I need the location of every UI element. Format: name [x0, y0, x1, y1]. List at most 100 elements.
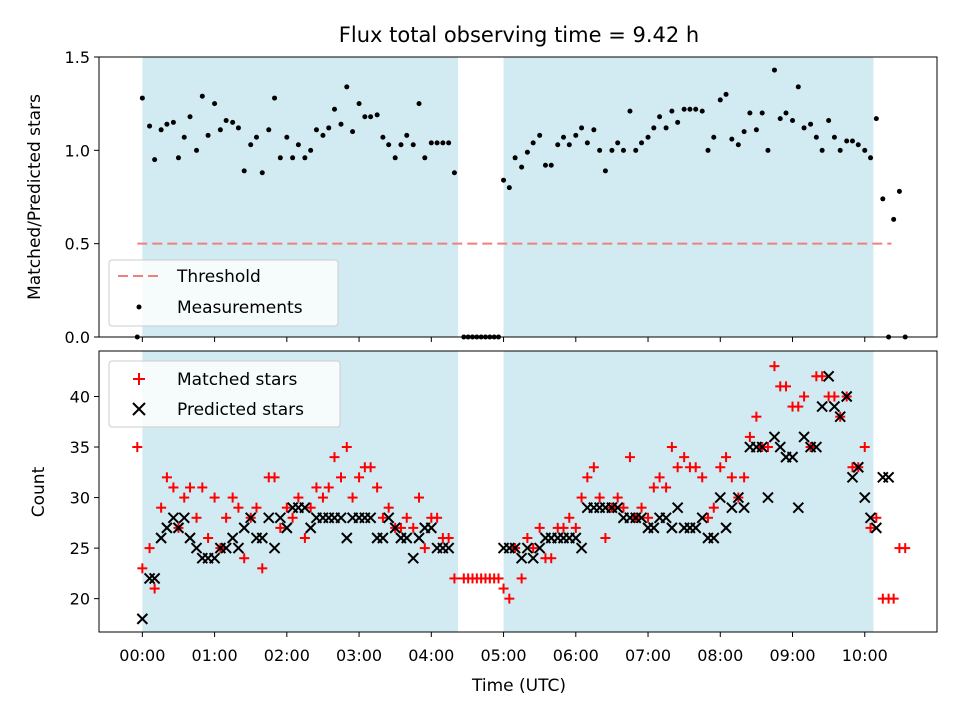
matched-star-point	[287, 512, 298, 523]
predicted-star-point	[304, 522, 317, 534]
matched-star-point	[185, 482, 196, 493]
measurement-point	[633, 147, 639, 153]
matched-star-point	[744, 431, 755, 442]
predicted-star-point	[726, 501, 738, 514]
x-axis-label: Time (UTC)	[471, 676, 566, 696]
measurement-point	[422, 155, 428, 161]
matched-star-point	[432, 512, 443, 523]
predicted-star-point	[690, 522, 702, 534]
matched-star-point	[522, 532, 533, 543]
measurement-point	[681, 106, 687, 112]
predicted-star-point	[882, 471, 895, 484]
predicted-star-point	[143, 572, 156, 585]
predicted-star-point	[413, 532, 425, 544]
matched-star-point	[221, 512, 232, 523]
matched-star-point	[534, 522, 545, 533]
predicted-star-point	[232, 542, 245, 554]
measurement-point	[831, 134, 837, 140]
measurement-point	[651, 125, 657, 131]
y-tick-label: 20	[70, 590, 90, 609]
y-tick-label: 1.5	[65, 48, 90, 67]
predicted-star-point	[335, 512, 347, 524]
measurement-point	[609, 147, 615, 153]
measurement-point	[717, 97, 723, 103]
y-tick-label: 40	[70, 387, 90, 406]
top-legend-box	[108, 259, 339, 327]
bottom-panel-frame	[98, 350, 938, 633]
measurement-point	[235, 125, 241, 131]
measurement-point	[350, 129, 356, 135]
matched-star-point	[817, 371, 828, 382]
measurement-point	[205, 132, 211, 138]
matched-star-point	[582, 472, 593, 483]
predicted-star-point	[696, 512, 708, 524]
measurement-point	[826, 117, 832, 123]
matched-star-point	[888, 593, 899, 604]
measurement-point	[446, 140, 452, 146]
predicted-star-point	[268, 542, 281, 554]
x-tick-label: 03:00	[336, 646, 382, 665]
matched-star-point	[498, 583, 509, 594]
y-tick-label: 1.0	[65, 141, 90, 160]
matched-star-point	[329, 452, 340, 463]
measurement-point	[759, 110, 765, 116]
matched-star-point	[751, 411, 762, 422]
matched-star-point	[317, 492, 328, 503]
matched-star-point	[377, 512, 388, 523]
observing-window-2	[503, 351, 874, 632]
matched-star-point	[576, 492, 587, 503]
predicted-star-point	[846, 471, 859, 484]
measurement-point	[801, 125, 807, 131]
measurement-point	[440, 140, 446, 146]
measurement-point	[753, 127, 759, 133]
x-tick-label: 10:00	[842, 646, 888, 665]
bottom-legend: Matched stars Predicted stars	[108, 360, 341, 428]
measurement-point	[139, 95, 145, 101]
measurement-point	[212, 101, 218, 107]
matched-star-point	[197, 482, 208, 493]
predicted-star-point	[666, 522, 678, 534]
predicted-star-point	[178, 512, 190, 524]
top-axis-ticks: 0.0 0.5 1.0 1.5	[65, 48, 866, 347]
predicted-star-point	[762, 491, 774, 504]
measurement-point	[392, 155, 398, 161]
measurement-point	[170, 119, 176, 125]
matched-star-point	[739, 472, 750, 483]
matched-star-point	[900, 543, 911, 554]
predicted-star-point	[515, 552, 528, 564]
measurement-point	[579, 125, 585, 131]
predicted-star-point	[720, 522, 732, 534]
measurement-point	[194, 147, 200, 153]
matched-star-point	[311, 482, 322, 493]
measurement-point	[175, 155, 181, 161]
matched-star-point	[612, 492, 623, 503]
measurement-point	[537, 132, 543, 138]
measurement-point	[308, 147, 314, 153]
measurement-point	[693, 106, 699, 112]
matched-star-point	[793, 401, 804, 412]
measurement-point	[669, 108, 675, 114]
predicted-star-point	[244, 512, 257, 524]
measurement-point	[548, 162, 554, 168]
x-tick-label: 00:00	[119, 646, 165, 665]
measurement-point	[808, 121, 814, 127]
x-tick-label: 02:00	[264, 646, 310, 665]
measurement-point	[705, 147, 711, 153]
predicted-star-point	[828, 400, 841, 413]
matched-star-point	[257, 563, 268, 574]
predicted-star-point	[509, 542, 521, 554]
bottom-panel: 20 25 30 35 40 Count 00:00 01:00 02:00 03:00 04:…	[29, 350, 938, 696]
measurement-point	[404, 132, 410, 138]
measurement-point	[362, 114, 368, 120]
predicted-star-point	[810, 441, 823, 453]
measurement-point	[627, 108, 633, 114]
measurement-point	[573, 132, 579, 138]
predicted-star-point	[611, 501, 624, 514]
matched-star-point	[354, 472, 365, 483]
matched-star-point	[708, 502, 719, 513]
matched-star-point	[679, 452, 690, 463]
predicted-star-point	[570, 532, 582, 544]
measurement-point	[663, 125, 669, 131]
predicted-star-point	[190, 542, 203, 554]
measurement-point	[320, 132, 326, 138]
